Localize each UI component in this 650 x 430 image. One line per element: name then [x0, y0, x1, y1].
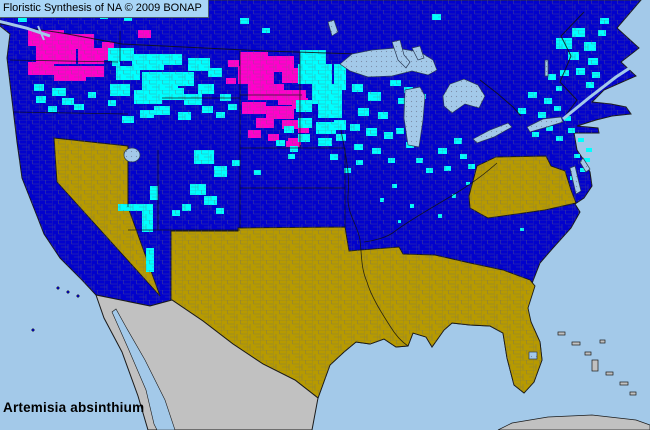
title-bar: Floristic Synthesis of NA © 2009 BONAP: [0, 0, 209, 18]
water-channels: [0, 19, 643, 121]
chesapeake-bay: [569, 165, 582, 195]
mississippi-river: [340, 129, 409, 347]
puget-sound: [37, 25, 45, 41]
bahamas: [557, 331, 637, 396]
lake-ontario: [526, 116, 564, 133]
great-salt-lake: [123, 147, 141, 163]
lake-superior: [339, 47, 438, 78]
lake-okeechobee: [528, 351, 538, 360]
st-lawrence-river: [562, 58, 643, 121]
cyan-county-patch: [584, 158, 590, 162]
caribbean-islands: [497, 331, 650, 430]
us-canada-border-east: [559, 11, 585, 120]
title-text: Floristic Synthesis of NA © 2009 BONAP: [3, 2, 202, 14]
species-label: Artemisia absinthium: [3, 400, 145, 415]
lake-winnipeg: [391, 39, 411, 69]
cuba: [497, 414, 650, 430]
us-canada-border-lakes: [479, 79, 522, 117]
delaware-bay: [579, 157, 591, 173]
lake-champlain: [544, 59, 549, 77]
lakes: [123, 19, 591, 360]
cyan-county-patch: [586, 148, 592, 152]
lake-manitoba: [411, 45, 425, 61]
ohio-river: [363, 162, 498, 243]
western-state-lines: [9, 31, 346, 231]
pacific-islands: [31, 286, 80, 332]
cyan-county-patch: [578, 138, 584, 142]
canadian-lake: [327, 19, 339, 37]
lake-huron: [442, 78, 486, 114]
lake-erie: [472, 122, 513, 144]
gulf-of-california: [111, 308, 176, 430]
lake-michigan: [403, 86, 426, 148]
